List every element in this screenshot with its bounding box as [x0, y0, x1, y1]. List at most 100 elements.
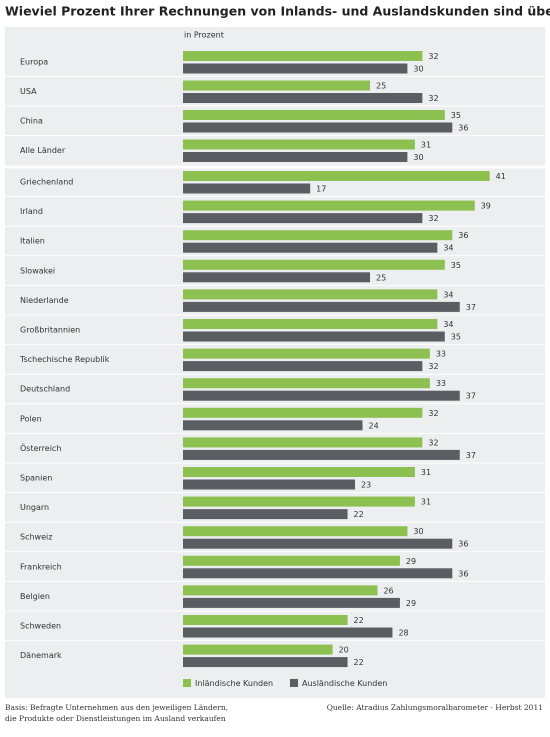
value-label: 35 — [451, 111, 461, 120]
value-label: 26 — [383, 586, 393, 595]
bar — [183, 390, 460, 401]
value-label: 23 — [361, 481, 371, 490]
bar — [183, 259, 445, 270]
bar — [183, 615, 348, 625]
value-label: 33 — [436, 350, 446, 359]
value-label: 37 — [466, 451, 476, 460]
bar — [183, 171, 490, 181]
bar — [183, 122, 453, 133]
bar — [183, 496, 415, 507]
value-label: 36 — [458, 231, 468, 240]
value-label: 25 — [376, 82, 386, 91]
chart-title: Wieviel Prozent Ihrer Rechnungen von Inl… — [5, 4, 550, 19]
category-label: Italien — [20, 237, 45, 246]
value-label: 31 — [421, 141, 431, 150]
category-label: Frankreich — [20, 562, 62, 571]
value-label: 20 — [339, 646, 349, 655]
bar — [183, 289, 438, 300]
bar — [183, 242, 438, 253]
category-label: Irland — [20, 207, 43, 216]
category-label: Polen — [20, 414, 42, 423]
value-label: 39 — [481, 202, 491, 211]
value-label: 41 — [496, 172, 506, 181]
value-label: 24 — [369, 421, 379, 430]
bar — [183, 479, 356, 490]
legend-label: Ausländische Kunden — [302, 679, 387, 688]
category-label: USA — [20, 87, 37, 96]
value-label: 36 — [458, 540, 468, 549]
value-label: 29 — [406, 557, 416, 566]
bar — [183, 80, 370, 91]
bar — [183, 526, 408, 537]
value-label: 32 — [428, 409, 438, 418]
value-label: 36 — [458, 569, 468, 578]
value-label: 37 — [466, 303, 476, 312]
category-label: Deutschland — [20, 385, 70, 394]
bar — [183, 657, 348, 668]
category-label: Griechenland — [20, 178, 73, 187]
bar — [183, 627, 393, 638]
value-label: 37 — [466, 392, 476, 401]
value-label: 25 — [376, 273, 386, 282]
category-label: Slowakei — [20, 266, 55, 275]
value-label: 35 — [451, 261, 461, 270]
bar — [183, 467, 415, 477]
category-label: Schweiz — [20, 533, 52, 542]
legend-swatch — [183, 679, 191, 687]
value-label: 32 — [428, 438, 438, 447]
value-label: 32 — [428, 52, 438, 61]
value-label: 30 — [413, 153, 423, 162]
bar — [183, 331, 445, 342]
value-label: 31 — [421, 498, 431, 507]
category-label: Ungarn — [20, 503, 49, 512]
category-label: Dänemark — [20, 651, 62, 660]
category-label: Spanien — [20, 474, 52, 483]
bar — [183, 555, 400, 566]
bar — [183, 183, 311, 194]
source: Quelle: Atradius Zahlungsmoralbarometer … — [327, 703, 543, 712]
bar — [183, 585, 378, 596]
category-label: Europa — [20, 58, 48, 67]
category-label: Österreich — [20, 443, 61, 453]
category-label: Großbritannien — [20, 326, 80, 335]
value-label: 22 — [354, 510, 364, 519]
bar — [183, 110, 445, 120]
bar — [183, 597, 400, 608]
category-label: Schweden — [20, 622, 61, 631]
value-label: 22 — [354, 658, 364, 667]
basis-line: Basis: Befragte Unternehmen aus den jewe… — [5, 703, 228, 712]
bar — [183, 568, 453, 579]
bar — [183, 93, 423, 103]
category-label: Belgien — [20, 592, 50, 601]
bar — [183, 301, 460, 312]
value-label: 31 — [421, 468, 431, 477]
unit-label: in Prozent — [184, 31, 224, 40]
bar — [183, 449, 460, 460]
category-label: China — [20, 117, 43, 126]
bar — [183, 200, 475, 211]
value-label: 35 — [451, 333, 461, 342]
value-label: 22 — [354, 616, 364, 625]
legend-swatch — [290, 679, 298, 687]
category-label: Tschechische Republik — [19, 355, 110, 364]
bar — [183, 213, 423, 224]
value-label: 28 — [398, 629, 408, 638]
basis-line: die Produkte oder Dienstleistungen im Au… — [5, 714, 226, 723]
bar — [183, 644, 333, 655]
value-label: 17 — [316, 185, 326, 194]
category-label: Alle Länder — [20, 146, 66, 155]
value-label: 32 — [428, 362, 438, 371]
value-label: 29 — [406, 599, 416, 608]
bar — [183, 51, 423, 61]
bar — [183, 437, 423, 448]
value-label: 33 — [436, 379, 446, 388]
bar — [183, 272, 370, 283]
value-label: 30 — [413, 65, 423, 74]
value-label: 34 — [443, 290, 453, 299]
legend-label: Inländische Kunden — [195, 679, 273, 688]
value-label: 34 — [443, 320, 453, 329]
bar — [183, 348, 430, 359]
bar — [183, 361, 423, 372]
bar — [183, 538, 453, 549]
